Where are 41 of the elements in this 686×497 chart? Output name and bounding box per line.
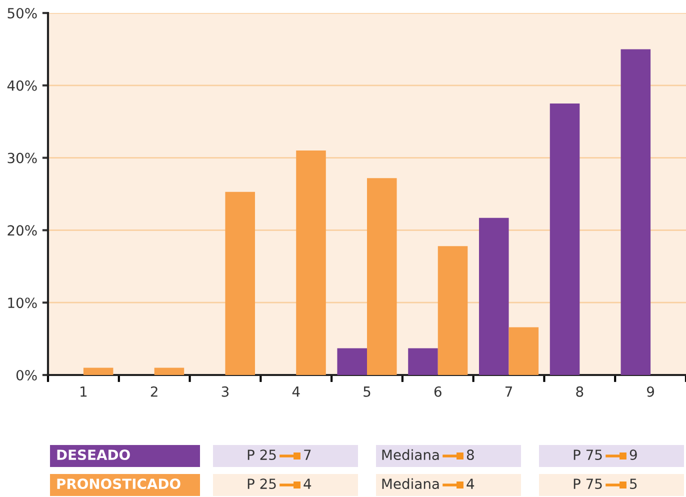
text: Mediana (382, 449, 439, 460)
x-tick-label: 1 (80, 386, 87, 397)
y-tick-label: 0% (16, 370, 37, 380)
bar (225, 192, 255, 375)
text: P 75 (574, 450, 602, 460)
x-tick-label: 4 (292, 386, 300, 397)
bar (367, 178, 397, 375)
y-tick-label: 50% (8, 8, 37, 18)
text: P 25 (248, 450, 276, 460)
x-tick-label: 3 (222, 386, 229, 397)
text: P 25 (248, 478, 276, 490)
y-tick-label: 20% (8, 225, 37, 236)
text: PRONOSTICADO (57, 478, 180, 490)
y-tick-label: 30% (8, 152, 37, 164)
bar (337, 348, 367, 375)
bar (620, 49, 651, 375)
text: 4 (466, 478, 474, 489)
y-tick-label: 10% (8, 298, 37, 308)
bar (550, 104, 580, 375)
x-tick-label: 7 (506, 386, 512, 397)
text: 4 (304, 478, 312, 489)
x-tick-label: 8 (576, 386, 584, 397)
bar (508, 327, 539, 375)
text: 9 (630, 450, 637, 460)
x-tick-label: 2 (150, 386, 158, 397)
x-tick-label: 5 (364, 386, 370, 397)
bar (408, 348, 438, 375)
x-tick-label: 9 (647, 386, 654, 397)
text: 7 (304, 450, 311, 460)
bar (296, 150, 326, 375)
text: 5 (630, 478, 637, 490)
text: P 75 (574, 478, 602, 490)
x-tick-label: 6 (434, 386, 442, 397)
bar (83, 368, 114, 375)
bar (438, 246, 468, 375)
bar (154, 368, 184, 375)
text: 8 (466, 450, 474, 460)
text: Mediana (382, 478, 439, 490)
y-tick-label: 40% (7, 80, 37, 91)
bar (479, 218, 509, 375)
text: DESEADO (57, 450, 130, 460)
